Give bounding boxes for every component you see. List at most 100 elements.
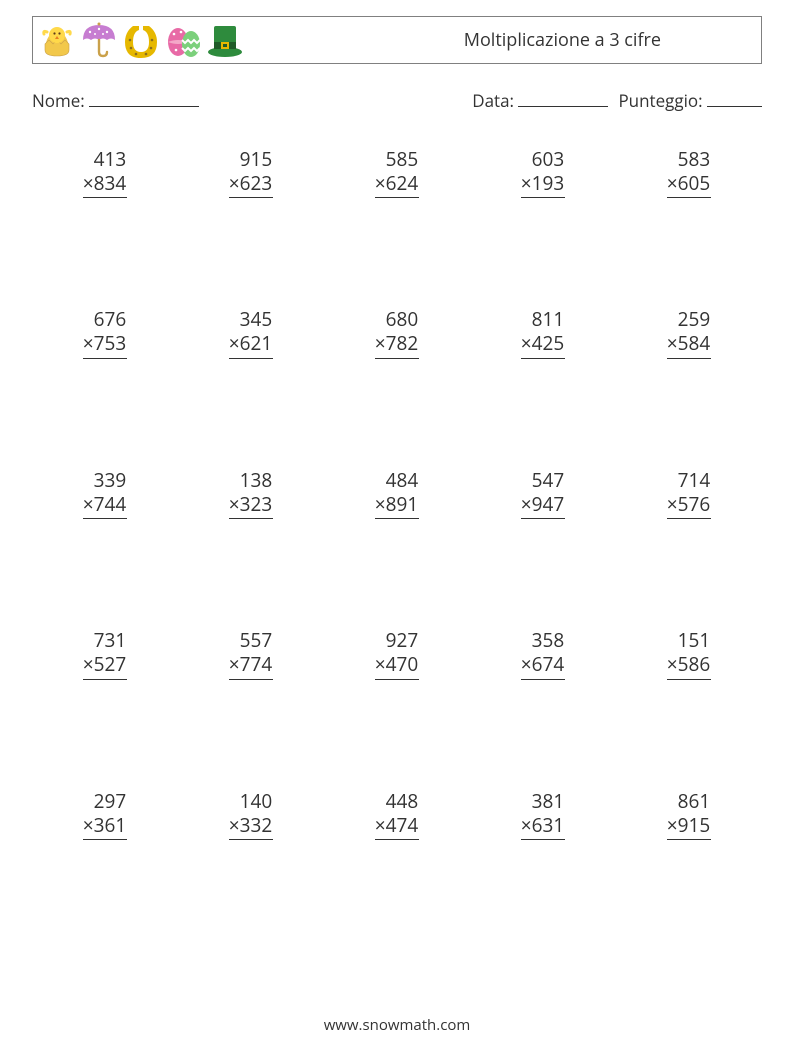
operator: × xyxy=(521,651,532,677)
problem-cell: 731×527 xyxy=(32,629,178,680)
multiplier: 361 xyxy=(94,812,127,838)
problem-grid: 413×834915×623585×624603×193583×605676×7… xyxy=(32,148,762,841)
multiplier-row: ×576 xyxy=(667,493,711,520)
multiplicand: 927 xyxy=(375,629,419,653)
multiplicand: 339 xyxy=(83,469,127,493)
operator: × xyxy=(375,491,386,517)
multiplicand: 358 xyxy=(521,629,565,653)
multiplier: 332 xyxy=(240,812,273,838)
date-blank xyxy=(518,88,608,107)
multiplier: 624 xyxy=(386,170,419,196)
problem-cell: 345×621 xyxy=(178,308,324,359)
problem-cell: 583×605 xyxy=(616,148,762,199)
date-label: Data: xyxy=(472,89,514,112)
easter-eggs-icon xyxy=(163,20,203,60)
multiplicand: 448 xyxy=(375,790,419,814)
operator: × xyxy=(375,170,386,196)
multiplier: 576 xyxy=(678,491,711,517)
worksheet-title: Moltiplicazione a 3 cifre xyxy=(464,28,751,52)
multiplicand: 413 xyxy=(83,148,127,172)
multiplier-row: ×323 xyxy=(229,493,273,520)
problem-cell: 484×891 xyxy=(324,469,470,520)
multiplier-row: ×631 xyxy=(521,814,565,841)
multiplier: 891 xyxy=(386,491,419,517)
problem-cell: 927×470 xyxy=(324,629,470,680)
operator: × xyxy=(229,812,240,838)
operator: × xyxy=(667,651,678,677)
problem-cell: 381×631 xyxy=(470,790,616,841)
multiplier-row: ×621 xyxy=(229,332,273,359)
multiplier-row: ×332 xyxy=(229,814,273,841)
operator: × xyxy=(667,330,678,356)
multiplier: 323 xyxy=(240,491,273,517)
operator: × xyxy=(83,170,94,196)
multiplier: 744 xyxy=(94,491,127,517)
problem-cell: 714×576 xyxy=(616,469,762,520)
problem-cell: 915×623 xyxy=(178,148,324,199)
multiplicand: 557 xyxy=(229,629,273,653)
multiplier-row: ×474 xyxy=(375,814,419,841)
multiplier-row: ×527 xyxy=(83,653,127,680)
multiplier-row: ×470 xyxy=(375,653,419,680)
problem-cell: 861×915 xyxy=(616,790,762,841)
multiplier-row: ×193 xyxy=(521,172,565,199)
multiplier: 753 xyxy=(94,330,127,356)
header-box: Moltiplicazione a 3 cifre xyxy=(32,16,762,64)
operator: × xyxy=(521,170,532,196)
name-blank xyxy=(89,88,199,107)
multiplier: 782 xyxy=(386,330,419,356)
chick-egg-icon xyxy=(37,20,77,60)
operator: × xyxy=(521,812,532,838)
multiplicand: 297 xyxy=(83,790,127,814)
multiplier: 527 xyxy=(94,651,127,677)
multiplier: 631 xyxy=(532,812,565,838)
multiplier-row: ×586 xyxy=(667,653,711,680)
multiplicand: 680 xyxy=(375,308,419,332)
operator: × xyxy=(667,170,678,196)
multiplicand: 714 xyxy=(667,469,711,493)
multiplier: 674 xyxy=(532,651,565,677)
hat-icon xyxy=(205,20,245,60)
problem-cell: 151×586 xyxy=(616,629,762,680)
header-icons xyxy=(37,20,245,60)
multiplier-row: ×623 xyxy=(229,172,273,199)
multiplier: 474 xyxy=(386,812,419,838)
multiplier: 586 xyxy=(678,651,711,677)
multiplier: 947 xyxy=(532,491,565,517)
problem-cell: 448×474 xyxy=(324,790,470,841)
multiplicand: 138 xyxy=(229,469,273,493)
operator: × xyxy=(375,651,386,677)
multiplier-row: ×915 xyxy=(667,814,711,841)
multiplier: 834 xyxy=(94,170,127,196)
operator: × xyxy=(375,330,386,356)
operator: × xyxy=(375,812,386,838)
problem-cell: 259×584 xyxy=(616,308,762,359)
multiplicand: 345 xyxy=(229,308,273,332)
multiplier: 915 xyxy=(678,812,711,838)
problem-cell: 603×193 xyxy=(470,148,616,199)
multiplicand: 676 xyxy=(83,308,127,332)
operator: × xyxy=(229,651,240,677)
multiplier: 605 xyxy=(678,170,711,196)
multiplier-row: ×425 xyxy=(521,332,565,359)
multiplier-row: ×947 xyxy=(521,493,565,520)
operator: × xyxy=(667,491,678,517)
multiplier-row: ×774 xyxy=(229,653,273,680)
problem-cell: 297×361 xyxy=(32,790,178,841)
multiplier: 623 xyxy=(240,170,273,196)
problem-cell: 413×834 xyxy=(32,148,178,199)
operator: × xyxy=(229,330,240,356)
operator: × xyxy=(83,330,94,356)
multiplier: 621 xyxy=(240,330,273,356)
score-blank xyxy=(707,88,762,107)
multiplicand: 547 xyxy=(521,469,565,493)
multiplicand: 731 xyxy=(83,629,127,653)
multiplier-row: ×744 xyxy=(83,493,127,520)
problem-cell: 585×624 xyxy=(324,148,470,199)
operator: × xyxy=(667,812,678,838)
multiplier-row: ×753 xyxy=(83,332,127,359)
multiplicand: 603 xyxy=(521,148,565,172)
multiplicand: 811 xyxy=(521,308,565,332)
multiplier-row: ×782 xyxy=(375,332,419,359)
footer-url: www.snowmath.com xyxy=(0,1015,794,1035)
